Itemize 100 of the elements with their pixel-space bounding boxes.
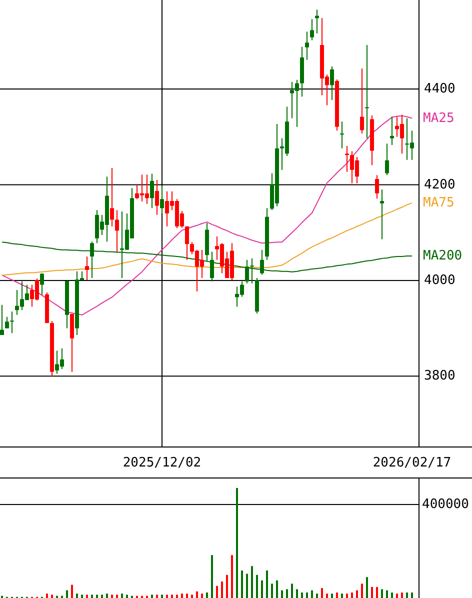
candlestick	[345, 145, 349, 172]
bar	[301, 592, 303, 598]
y-tick-label: 4200	[424, 177, 456, 192]
bar	[51, 594, 53, 598]
bar	[231, 555, 233, 598]
bar	[176, 594, 178, 598]
bar	[261, 580, 263, 598]
candlestick	[305, 31, 309, 60]
bar	[76, 594, 78, 598]
bar	[291, 584, 293, 598]
bar	[341, 594, 343, 598]
bar	[196, 591, 198, 598]
bar	[106, 594, 108, 598]
bar	[276, 580, 278, 598]
bar	[151, 594, 153, 598]
bar	[316, 594, 318, 598]
candlestick	[330, 66, 334, 101]
bar	[266, 570, 268, 598]
candlestick	[380, 189, 384, 240]
bar	[101, 594, 103, 598]
bar	[376, 587, 378, 598]
bar	[236, 488, 238, 598]
y-tick-label: 4400	[424, 82, 456, 97]
candlestick	[85, 256, 89, 280]
candlestick	[110, 167, 114, 227]
bar	[156, 594, 158, 598]
bar	[211, 555, 213, 598]
bar	[216, 586, 218, 598]
candlestick	[150, 173, 154, 209]
candlestick	[160, 185, 164, 214]
bar	[91, 594, 93, 598]
bar	[411, 592, 413, 598]
bar	[371, 587, 373, 598]
bar	[46, 594, 48, 598]
bar	[281, 590, 283, 598]
candlestick	[310, 18, 314, 41]
bar	[406, 592, 408, 598]
x-tick-label: 2026/02/17	[372, 456, 452, 471]
bar	[256, 574, 258, 598]
candlestick	[340, 121, 344, 149]
bar	[186, 594, 188, 598]
candlestick	[0, 304, 4, 336]
bar	[171, 594, 173, 598]
bar	[251, 566, 253, 598]
candlestick	[185, 226, 189, 260]
candlestick	[365, 44, 369, 139]
bar	[166, 594, 168, 598]
bar	[351, 592, 353, 598]
bar	[356, 590, 358, 598]
bar	[386, 590, 388, 598]
bar	[361, 584, 363, 598]
x-tick-label: 2025/12/02	[122, 456, 202, 471]
bar	[331, 594, 333, 598]
candlestick	[40, 272, 44, 296]
bar	[201, 594, 203, 598]
bar	[241, 570, 243, 598]
line-series	[2, 115, 412, 316]
bar	[381, 589, 383, 598]
bar	[296, 589, 298, 598]
series-label: MA75	[423, 195, 454, 210]
candlestick	[155, 179, 159, 216]
bar	[96, 594, 98, 598]
bar	[396, 594, 398, 598]
candlestick	[390, 116, 394, 146]
bar	[111, 594, 113, 598]
bar	[206, 592, 208, 598]
series-label: MA25	[423, 110, 454, 126]
bar	[326, 594, 328, 598]
bar	[321, 588, 323, 598]
y-tick-label: 3800	[424, 368, 456, 384]
bar	[226, 574, 228, 598]
candlestick	[5, 316, 9, 329]
bar	[401, 592, 403, 598]
bar	[246, 574, 248, 598]
bar	[391, 592, 393, 598]
bar	[221, 582, 223, 598]
bar	[116, 594, 118, 598]
bar	[311, 590, 313, 598]
bar	[126, 594, 128, 598]
bar	[191, 594, 193, 598]
bar	[271, 584, 273, 598]
candlestick	[360, 68, 364, 134]
series-label: MA200	[423, 248, 462, 264]
bar	[66, 590, 68, 598]
text: 400000	[422, 497, 469, 512]
candlestick	[115, 210, 119, 252]
bar	[346, 594, 348, 598]
bar	[366, 577, 368, 598]
bar	[306, 592, 308, 598]
y-tick-label: 4000	[424, 273, 456, 288]
candlestick	[10, 311, 14, 334]
bar	[161, 594, 163, 598]
candlestick	[375, 174, 379, 200]
bar	[121, 594, 123, 598]
bar	[81, 594, 83, 598]
bar	[286, 589, 288, 598]
candlestick	[385, 143, 389, 176]
bar	[71, 584, 73, 598]
bar	[86, 594, 88, 598]
bar	[336, 592, 338, 598]
